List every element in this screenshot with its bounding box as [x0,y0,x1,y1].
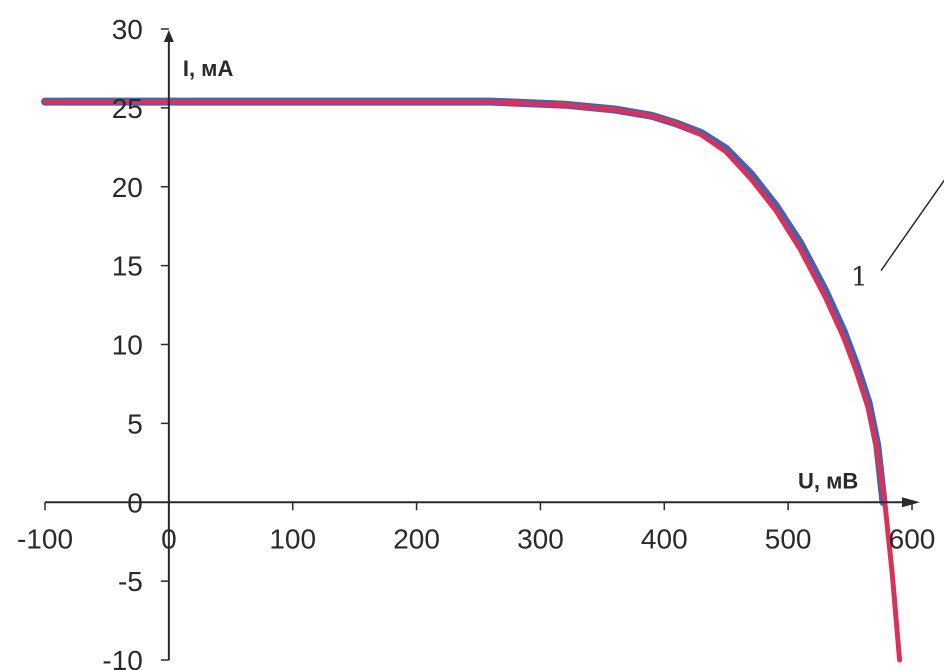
series-line-1 [41,97,888,507]
y-tick-label: 25 [112,93,143,124]
x-tick-label: 400 [641,523,688,554]
x-tick-label: -100 [17,523,73,554]
tick-layer: -100 0 100 200 300 400 500 600 -10 -5 0 5 10 15 20 25 30 [17,14,935,670]
x-axis-label: U, мВ [798,468,858,493]
y-tick-label: 10 [112,330,143,361]
x-tick-label: 200 [393,523,440,554]
curve-label-1: 1 [851,263,868,293]
series-line-2 [42,99,903,663]
series-layer [41,97,903,663]
label-layer: U, мВ I, мА [183,56,858,493]
y-tick-label: 15 [112,251,143,282]
y-axis-label: I, мА [183,56,234,81]
x-tick-label: 0 [161,523,177,554]
axis-layer [45,30,920,660]
y-tick-label: 20 [112,172,143,203]
x-tick-label: 600 [889,523,936,554]
x-tick-label: 100 [269,523,316,554]
y-tick-label: 30 [112,14,143,45]
y-tick-label: 5 [127,408,143,439]
y-tick-label: -5 [118,566,143,597]
annotation-layer: 1 2 [851,179,944,293]
x-axis-arrow-icon [902,497,920,508]
x-tick-label: 300 [517,523,564,554]
y-tick-label: -10 [102,645,142,670]
y-axis-arrow-icon [163,30,174,42]
x-tick-label: 500 [765,523,812,554]
annotation-leader-line [880,179,944,271]
y-tick-label: 0 [127,487,143,518]
